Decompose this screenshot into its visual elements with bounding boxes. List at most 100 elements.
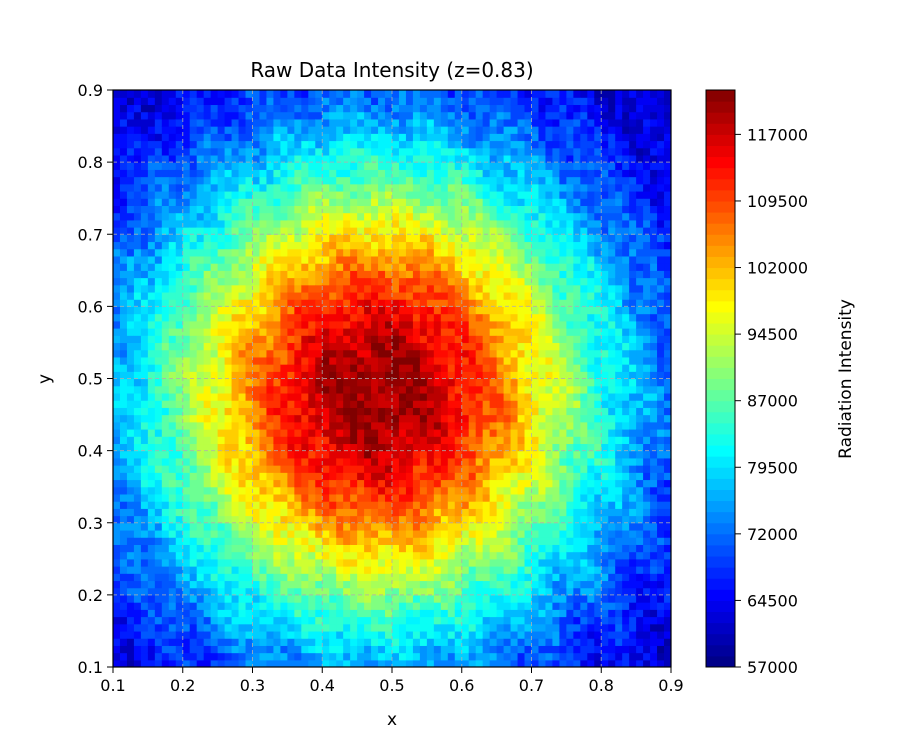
heatmap-cell bbox=[482, 104, 491, 113]
heatmap-cell bbox=[210, 154, 219, 163]
heatmap-cell bbox=[175, 162, 184, 170]
heatmap-cell bbox=[405, 414, 414, 423]
heatmap-cell bbox=[224, 133, 233, 142]
heatmap-cell bbox=[154, 566, 163, 574]
heatmap-cell bbox=[189, 154, 198, 163]
heatmap-cell bbox=[266, 436, 275, 445]
heatmap-cell bbox=[496, 299, 505, 307]
heatmap-cell bbox=[315, 573, 323, 582]
heatmap-cell bbox=[175, 291, 184, 300]
heatmap-cell bbox=[412, 515, 421, 524]
heatmap-cell bbox=[385, 176, 393, 185]
heatmap-cell bbox=[308, 212, 316, 221]
heatmap-cell bbox=[433, 335, 442, 344]
heatmap-cell bbox=[245, 212, 254, 221]
heatmap-cell bbox=[140, 219, 149, 228]
heatmap-cell bbox=[538, 219, 547, 228]
heatmap-cell bbox=[287, 414, 295, 423]
heatmap-cell bbox=[461, 219, 470, 228]
heatmap-cell bbox=[168, 198, 177, 206]
heatmap-cell bbox=[126, 205, 135, 214]
heatmap-cell bbox=[231, 428, 240, 437]
heatmap-cell bbox=[238, 133, 247, 142]
heatmap-cell bbox=[405, 111, 414, 120]
heatmap-cell bbox=[294, 364, 302, 372]
heatmap-cell bbox=[503, 306, 512, 315]
heatmap-cell bbox=[405, 594, 414, 603]
heatmap-cell bbox=[203, 126, 212, 134]
heatmap-cell bbox=[287, 176, 295, 185]
heatmap-cell bbox=[405, 335, 414, 344]
heatmap-cell bbox=[182, 111, 191, 120]
heatmap-cell bbox=[475, 529, 484, 538]
heatmap-cell bbox=[217, 465, 226, 473]
heatmap-cell bbox=[503, 529, 512, 538]
heatmap-cell bbox=[336, 638, 344, 646]
heatmap-cell bbox=[322, 421, 330, 430]
heatmap-cell bbox=[475, 630, 484, 639]
heatmap-cell bbox=[224, 501, 233, 509]
heatmap-cell bbox=[217, 573, 226, 582]
heatmap-cell bbox=[280, 147, 288, 156]
heatmap-cell bbox=[489, 558, 498, 567]
heatmap-cell bbox=[378, 299, 386, 307]
heatmap-cell bbox=[503, 501, 512, 509]
heatmap-cell bbox=[412, 630, 421, 639]
heatmap-cell bbox=[113, 558, 121, 567]
heatmap-cell bbox=[322, 472, 330, 481]
heatmap-cell bbox=[238, 508, 247, 517]
heatmap-cell bbox=[426, 356, 435, 365]
heatmap-cell bbox=[308, 580, 316, 589]
heatmap-cell bbox=[168, 385, 177, 394]
heatmap-cell bbox=[350, 335, 358, 344]
heatmap-cell bbox=[475, 104, 484, 113]
heatmap-cell bbox=[217, 255, 226, 264]
heatmap-cell bbox=[398, 306, 407, 315]
heatmap-cell bbox=[392, 328, 400, 336]
heatmap-cell bbox=[189, 328, 198, 336]
heatmap-cell bbox=[510, 328, 519, 336]
heatmap-cell bbox=[168, 623, 177, 632]
heatmap-cell bbox=[336, 652, 344, 661]
heatmap-cell bbox=[482, 291, 491, 300]
heatmap-cell bbox=[392, 537, 400, 545]
heatmap-cell bbox=[503, 602, 512, 610]
heatmap-cell bbox=[315, 126, 323, 134]
heatmap-cell bbox=[175, 306, 184, 315]
heatmap-cell bbox=[322, 248, 330, 257]
heatmap-cell bbox=[489, 638, 498, 646]
heatmap-cell bbox=[496, 378, 505, 387]
heatmap-cell bbox=[308, 140, 316, 149]
heatmap-cell bbox=[133, 190, 142, 199]
heatmap-cell bbox=[182, 104, 191, 113]
heatmap-cell bbox=[489, 335, 498, 344]
heatmap-cell bbox=[133, 573, 142, 582]
heatmap-cell bbox=[343, 522, 351, 531]
heatmap-cell bbox=[336, 566, 344, 574]
heatmap-cell bbox=[378, 227, 386, 235]
heatmap-cell bbox=[385, 457, 393, 466]
heatmap-cell bbox=[475, 277, 484, 286]
heatmap-cell bbox=[168, 313, 177, 322]
heatmap-cell bbox=[385, 609, 393, 618]
heatmap-cell bbox=[217, 443, 226, 452]
heatmap-cell bbox=[364, 594, 372, 603]
heatmap-cell bbox=[196, 573, 205, 582]
heatmap-cell bbox=[147, 364, 156, 372]
heatmap-cell bbox=[266, 638, 275, 646]
heatmap-cell bbox=[398, 638, 407, 646]
heatmap-cell bbox=[440, 147, 449, 156]
heatmap-cell bbox=[301, 573, 309, 582]
heatmap-cell bbox=[168, 443, 177, 452]
heatmap-cell bbox=[496, 190, 505, 199]
heatmap-cell bbox=[224, 342, 233, 351]
heatmap-cell bbox=[217, 205, 226, 214]
heatmap-cell bbox=[538, 176, 547, 185]
heatmap-cell bbox=[329, 241, 337, 250]
heatmap-cell bbox=[259, 212, 268, 221]
heatmap-cell bbox=[329, 450, 337, 459]
heatmap-cell bbox=[371, 392, 379, 401]
heatmap-cell bbox=[343, 486, 351, 495]
heatmap-cell bbox=[315, 594, 323, 603]
heatmap-cell bbox=[315, 176, 323, 185]
